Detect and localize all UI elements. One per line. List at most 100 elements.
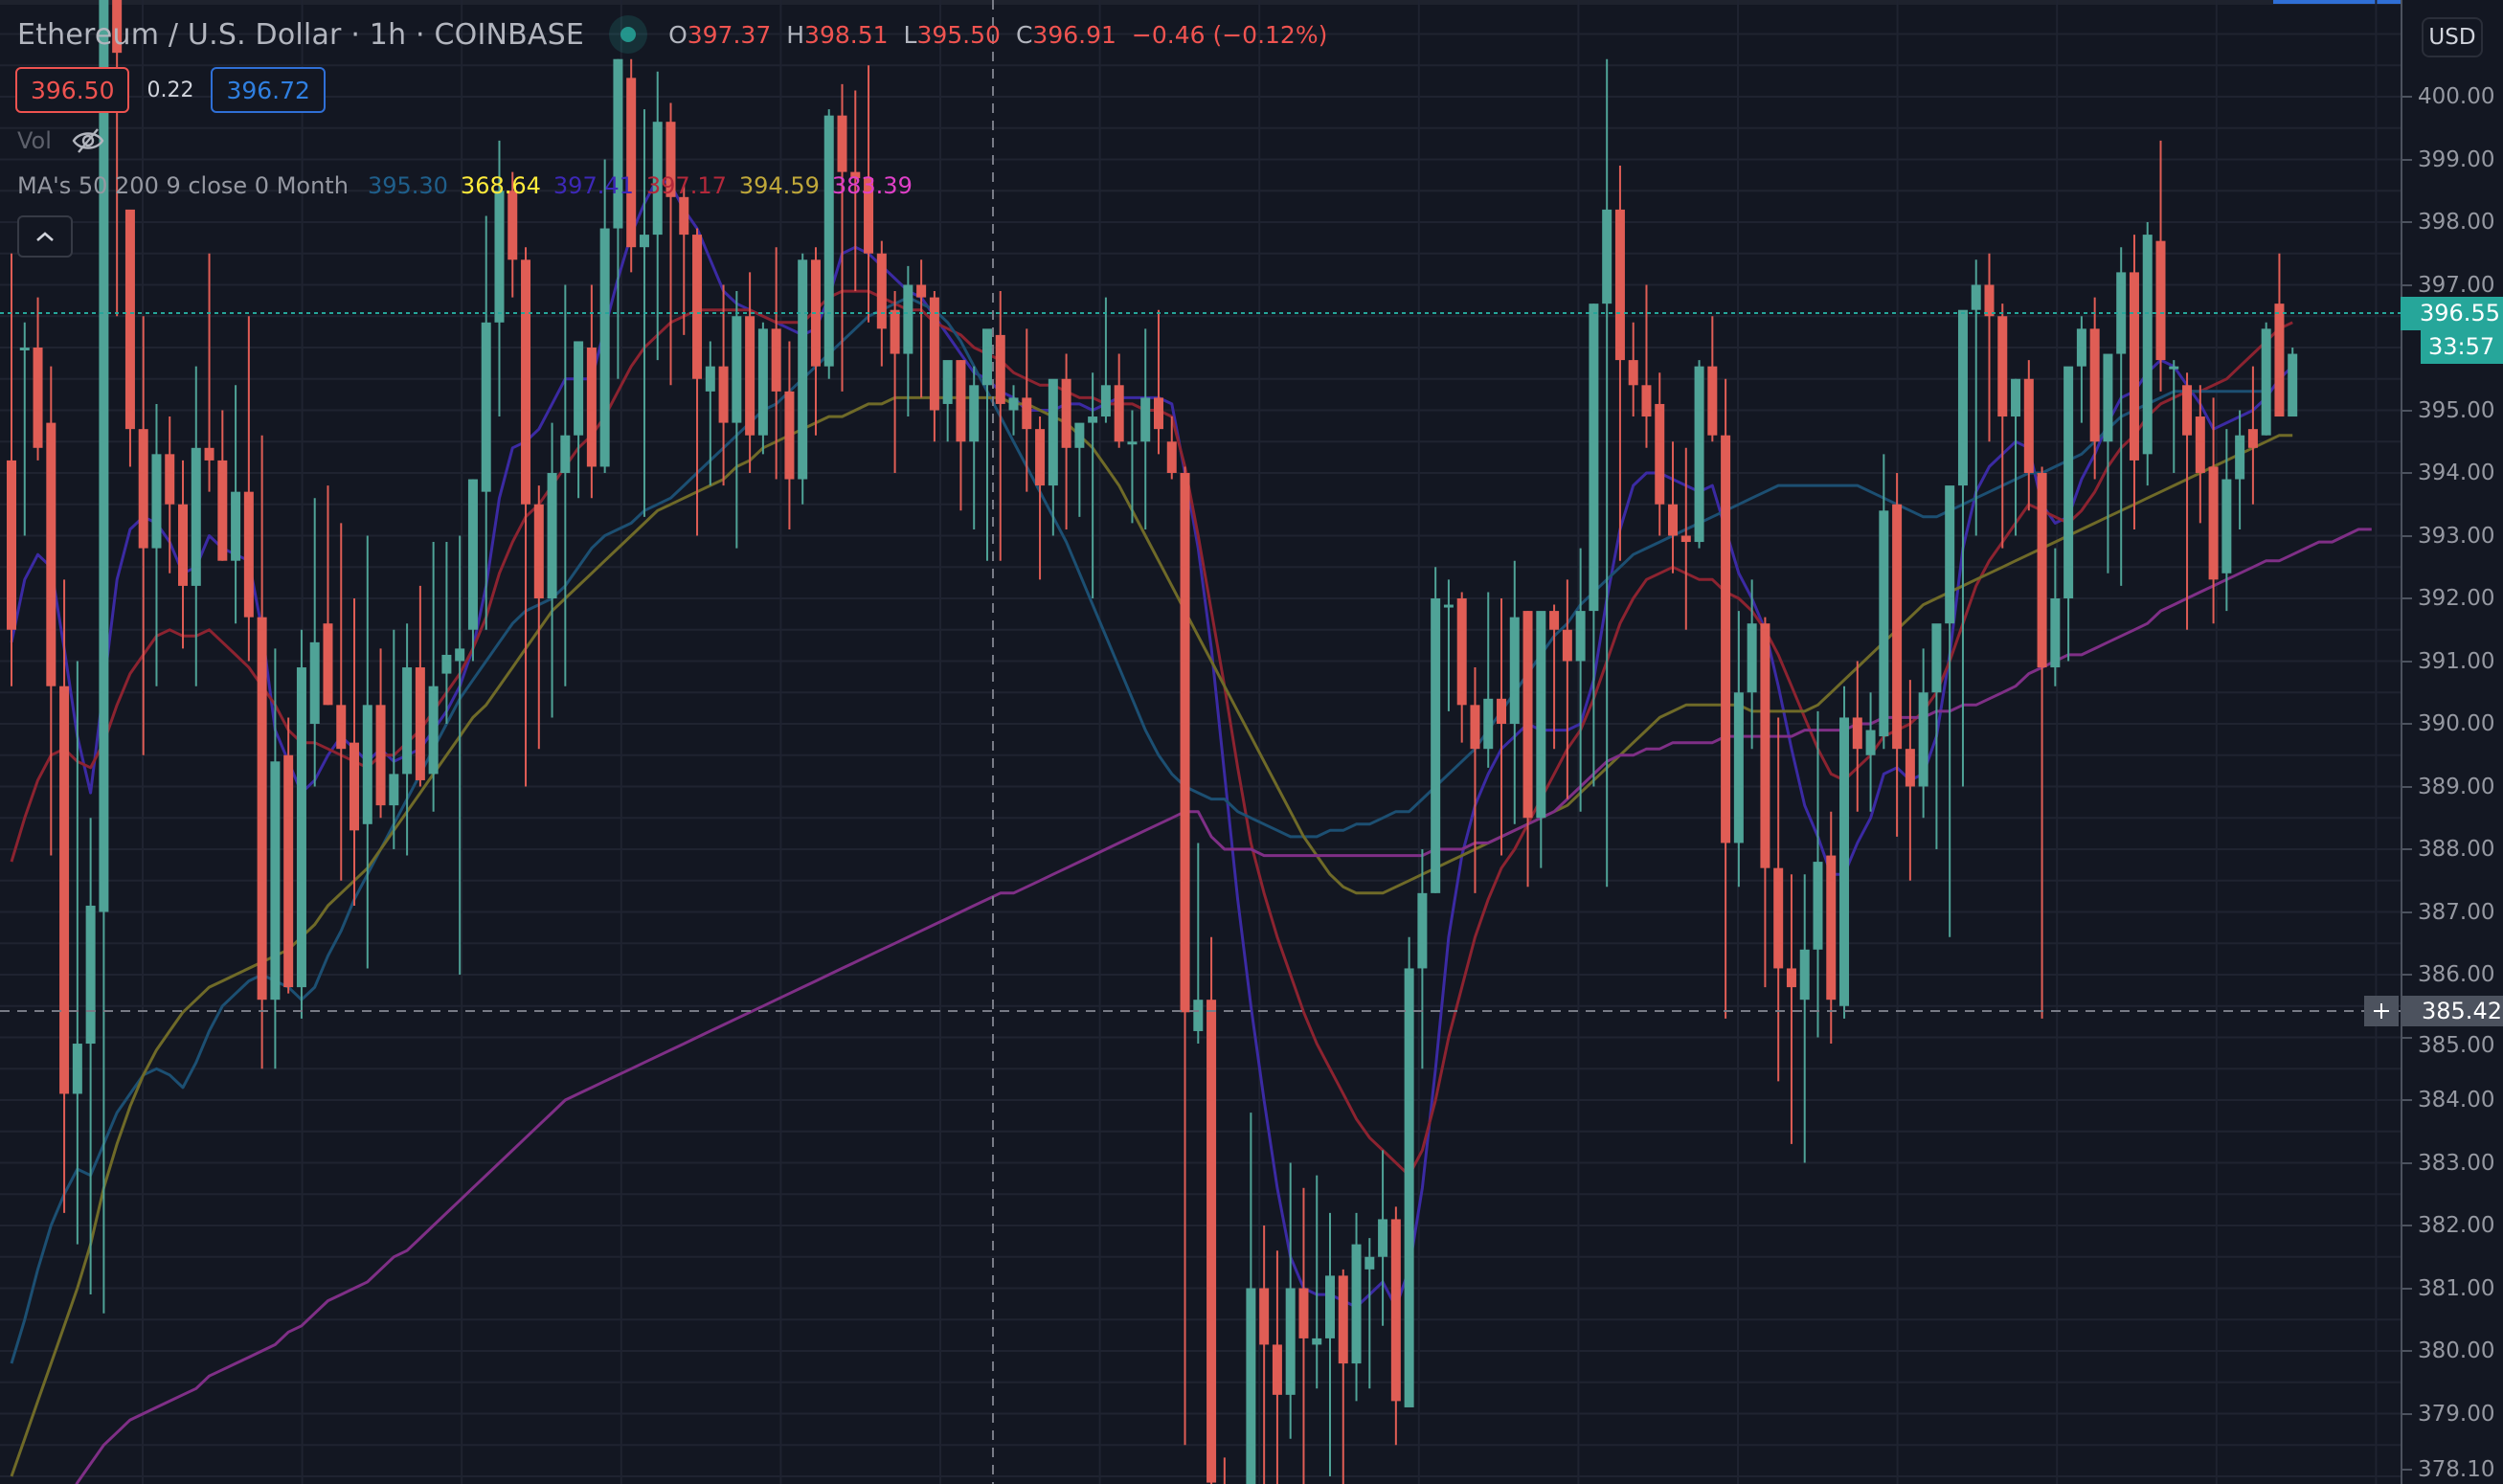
- candle: [2023, 360, 2034, 511]
- sell-button[interactable]: 396.50: [15, 67, 130, 113]
- price-tick-label: 391.00: [2418, 648, 2495, 674]
- price-tick-label: 381.00: [2418, 1275, 2495, 1301]
- candle: [1035, 416, 1046, 580]
- candle: [1522, 611, 1533, 888]
- market-status-indicator[interactable]: [609, 15, 648, 54]
- candle: [1984, 253, 1995, 442]
- volume-label: Vol: [17, 127, 52, 154]
- price-tick-label: 382.00: [2418, 1213, 2495, 1238]
- candle: [1931, 623, 1942, 849]
- candle: [1707, 316, 1718, 442]
- candle: [1879, 454, 1889, 750]
- candle: [2221, 429, 2232, 612]
- tick-mark: [2402, 1036, 2412, 1039]
- candle: [1272, 1250, 1282, 1484]
- candle: [72, 661, 82, 1245]
- candle: [2288, 348, 2298, 417]
- candle: [1206, 936, 1217, 1484]
- candle: [1180, 466, 1190, 1446]
- price-tick-label: 383.00: [2418, 1150, 2495, 1176]
- candle: [2208, 397, 2219, 624]
- candle: [718, 284, 729, 486]
- add-alert-button[interactable]: [2364, 995, 2399, 1026]
- ohlc-values: O 397.37 H 398.51 L 395.50 C 396.91 −0.46 (−…: [668, 21, 1342, 49]
- price-change: −0.46 (−0.12%): [1131, 20, 1328, 49]
- candle: [1074, 422, 1085, 517]
- candle: [204, 253, 214, 492]
- price-tick-label: 379.00: [2418, 1401, 2495, 1427]
- ma-value: 397.17: [645, 172, 727, 199]
- collapse-legend-button[interactable]: [17, 215, 73, 258]
- candle: [2011, 378, 2021, 536]
- tick-mark: [2402, 1161, 2412, 1164]
- symbol-title[interactable]: Ethereum / U.S. Dollar · 1h · COINBASE: [17, 17, 585, 52]
- candle: [929, 291, 939, 442]
- eye-hidden-icon[interactable]: [71, 126, 105, 155]
- candle: [2155, 140, 2166, 392]
- candle: [1008, 385, 1019, 436]
- candle: [679, 184, 689, 335]
- candle: [705, 341, 715, 486]
- candle: [1733, 611, 1744, 888]
- spread-value: 0.22: [147, 78, 194, 102]
- tick-mark: [2402, 534, 2412, 537]
- candle: [1549, 604, 1560, 750]
- candle: [2169, 360, 2179, 473]
- chart-overlays: [0, 0, 2401, 1484]
- tick-mark: [2402, 409, 2412, 412]
- last-price-label: 396.55: [2401, 296, 2503, 330]
- candle: [441, 542, 452, 724]
- candle: [1641, 284, 1652, 448]
- candle: [1404, 936, 1414, 1407]
- ma-line: [10, 289, 2293, 1178]
- tick-mark: [2402, 221, 2412, 223]
- ma-line: [10, 395, 2293, 1477]
- price-tick-label: 393.00: [2418, 523, 2495, 549]
- currency-button[interactable]: USD: [2422, 17, 2483, 57]
- candle: [1655, 372, 1665, 536]
- tick-mark: [2402, 158, 2412, 161]
- candle: [165, 416, 175, 573]
- candle: [745, 272, 755, 473]
- candle: [1721, 378, 1731, 1019]
- close-label: C: [1015, 20, 1033, 49]
- price-tick-label: 397.00: [2418, 272, 2495, 298]
- price-chart[interactable]: [0, 0, 2401, 1484]
- candle: [243, 316, 254, 662]
- volume-indicator-legend[interactable]: Vol: [17, 126, 105, 155]
- candle: [283, 717, 294, 994]
- tick-mark: [2402, 1412, 2412, 1415]
- candle: [375, 648, 386, 819]
- candle: [402, 623, 413, 856]
- candle: [798, 253, 808, 505]
- ma-line: [10, 296, 2266, 1364]
- candle: [1100, 297, 1111, 423]
- candle: [270, 648, 281, 1069]
- price-tick-label: 385.00: [2418, 1032, 2495, 1058]
- candle: [2129, 235, 2139, 529]
- candle: [1338, 1269, 1348, 1484]
- buy-button[interactable]: 396.72: [211, 67, 326, 113]
- candle: [231, 385, 241, 624]
- candle: [1614, 166, 1625, 561]
- open-label: O: [668, 20, 688, 49]
- candle: [19, 322, 30, 536]
- status-dot-icon: [620, 27, 637, 42]
- candle: [1997, 304, 2008, 549]
- ma-indicator-legend[interactable]: MA's 50 200 9 close 0 Month 395.30 368.6…: [17, 172, 925, 199]
- candle: [560, 284, 571, 686]
- candle: [2103, 353, 2113, 573]
- candle: [85, 818, 96, 1295]
- candle: [455, 535, 465, 975]
- tick-mark: [2402, 597, 2412, 599]
- candle: [613, 58, 623, 379]
- candle: [995, 291, 1005, 561]
- moving-average-lines: [10, 176, 2372, 1484]
- candle: [1312, 1175, 1322, 1389]
- candle: [2274, 253, 2285, 417]
- price-axis[interactable]: 400.00 399.00 398.00 397.00 395.00 394.00 393.…: [2401, 0, 2503, 1484]
- chevron-up-icon: [36, 232, 54, 241]
- candle: [1140, 328, 1151, 529]
- candle: [1378, 1150, 1388, 1326]
- candle: [547, 422, 557, 718]
